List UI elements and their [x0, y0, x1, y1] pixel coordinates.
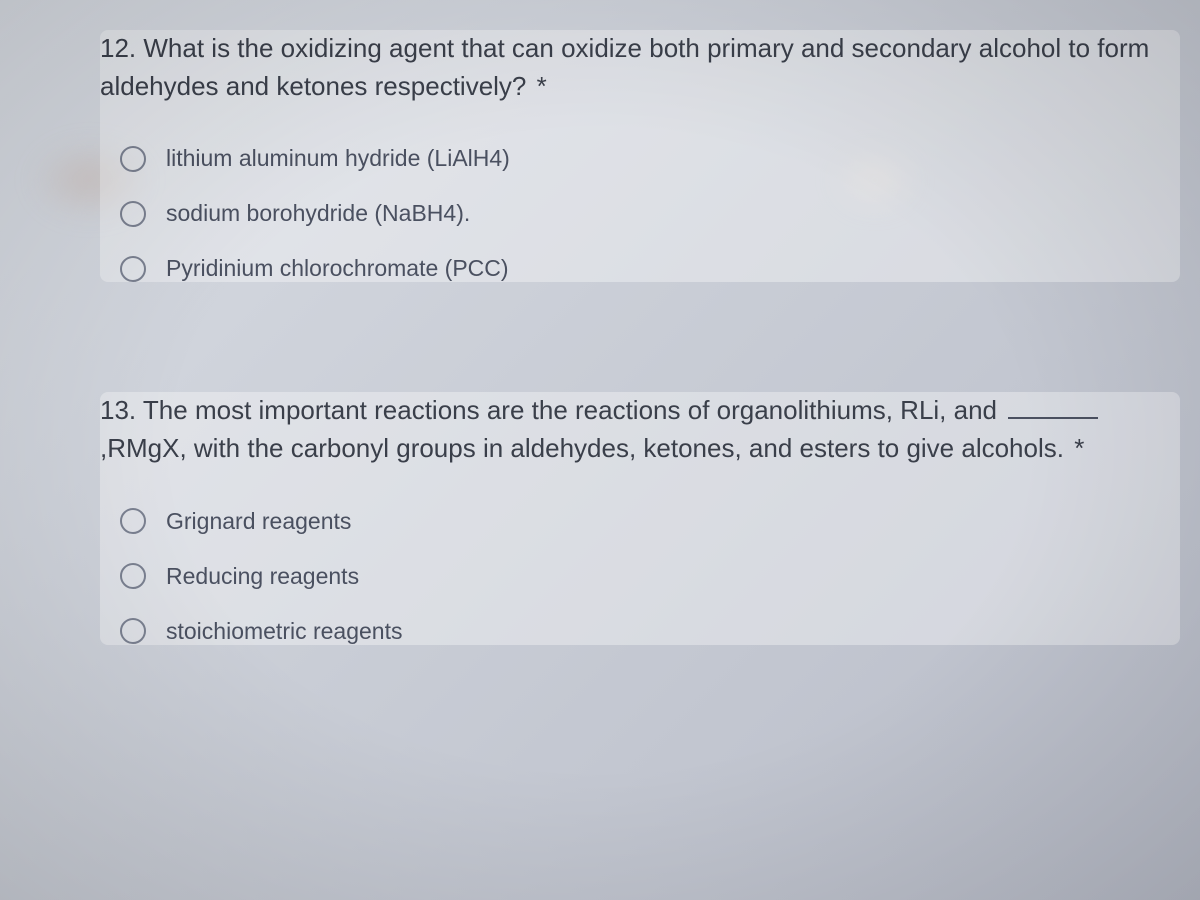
- question-text-12: 12. What is the oxidizing agent that can…: [100, 30, 1180, 105]
- radio-icon[interactable]: [120, 618, 146, 644]
- option-label: Grignard reagents: [166, 508, 351, 535]
- radio-icon[interactable]: [120, 563, 146, 589]
- option-label: Pyridinium chlorochromate (PCC): [166, 255, 509, 282]
- option-row[interactable]: Reducing reagents: [120, 563, 1180, 590]
- required-marker: *: [537, 71, 547, 101]
- option-row[interactable]: sodium borohydride (NaBH4).: [120, 200, 1180, 227]
- radio-icon[interactable]: [120, 201, 146, 227]
- question-number: 13.: [100, 395, 136, 425]
- radio-icon[interactable]: [120, 146, 146, 172]
- options-list-12: lithium aluminum hydride (LiAlH4) sodium…: [100, 145, 1180, 282]
- question-number: 12.: [100, 33, 136, 63]
- question-body-pre: The most important reactions are the rea…: [143, 395, 997, 425]
- question-card-13: 13. The most important reactions are the…: [100, 392, 1180, 644]
- option-label: sodium borohydride (NaBH4).: [166, 200, 470, 227]
- radio-icon[interactable]: [120, 256, 146, 282]
- question-divider: [100, 332, 1180, 392]
- question-body: What is the oxidizing agent that can oxi…: [100, 33, 1149, 101]
- fill-blank: [1008, 417, 1098, 419]
- question-card-12: 12. What is the oxidizing agent that can…: [100, 30, 1180, 282]
- option-label: Reducing reagents: [166, 563, 359, 590]
- required-marker: *: [1074, 433, 1084, 463]
- option-row[interactable]: lithium aluminum hydride (LiAlH4): [120, 145, 1180, 172]
- question-text-13: 13. The most important reactions are the…: [100, 392, 1180, 467]
- quiz-container: 12. What is the oxidizing agent that can…: [0, 0, 1200, 900]
- option-label: lithium aluminum hydride (LiAlH4): [166, 145, 510, 172]
- option-row[interactable]: stoichiometric reagents: [120, 618, 1180, 645]
- options-list-13: Grignard reagents Reducing reagents stoi…: [100, 508, 1180, 645]
- option-row[interactable]: Pyridinium chlorochromate (PCC): [120, 255, 1180, 282]
- radio-icon[interactable]: [120, 508, 146, 534]
- option-row[interactable]: Grignard reagents: [120, 508, 1180, 535]
- option-label: stoichiometric reagents: [166, 618, 403, 645]
- question-body-post: ,RMgX, with the carbonyl groups in aldeh…: [100, 433, 1064, 463]
